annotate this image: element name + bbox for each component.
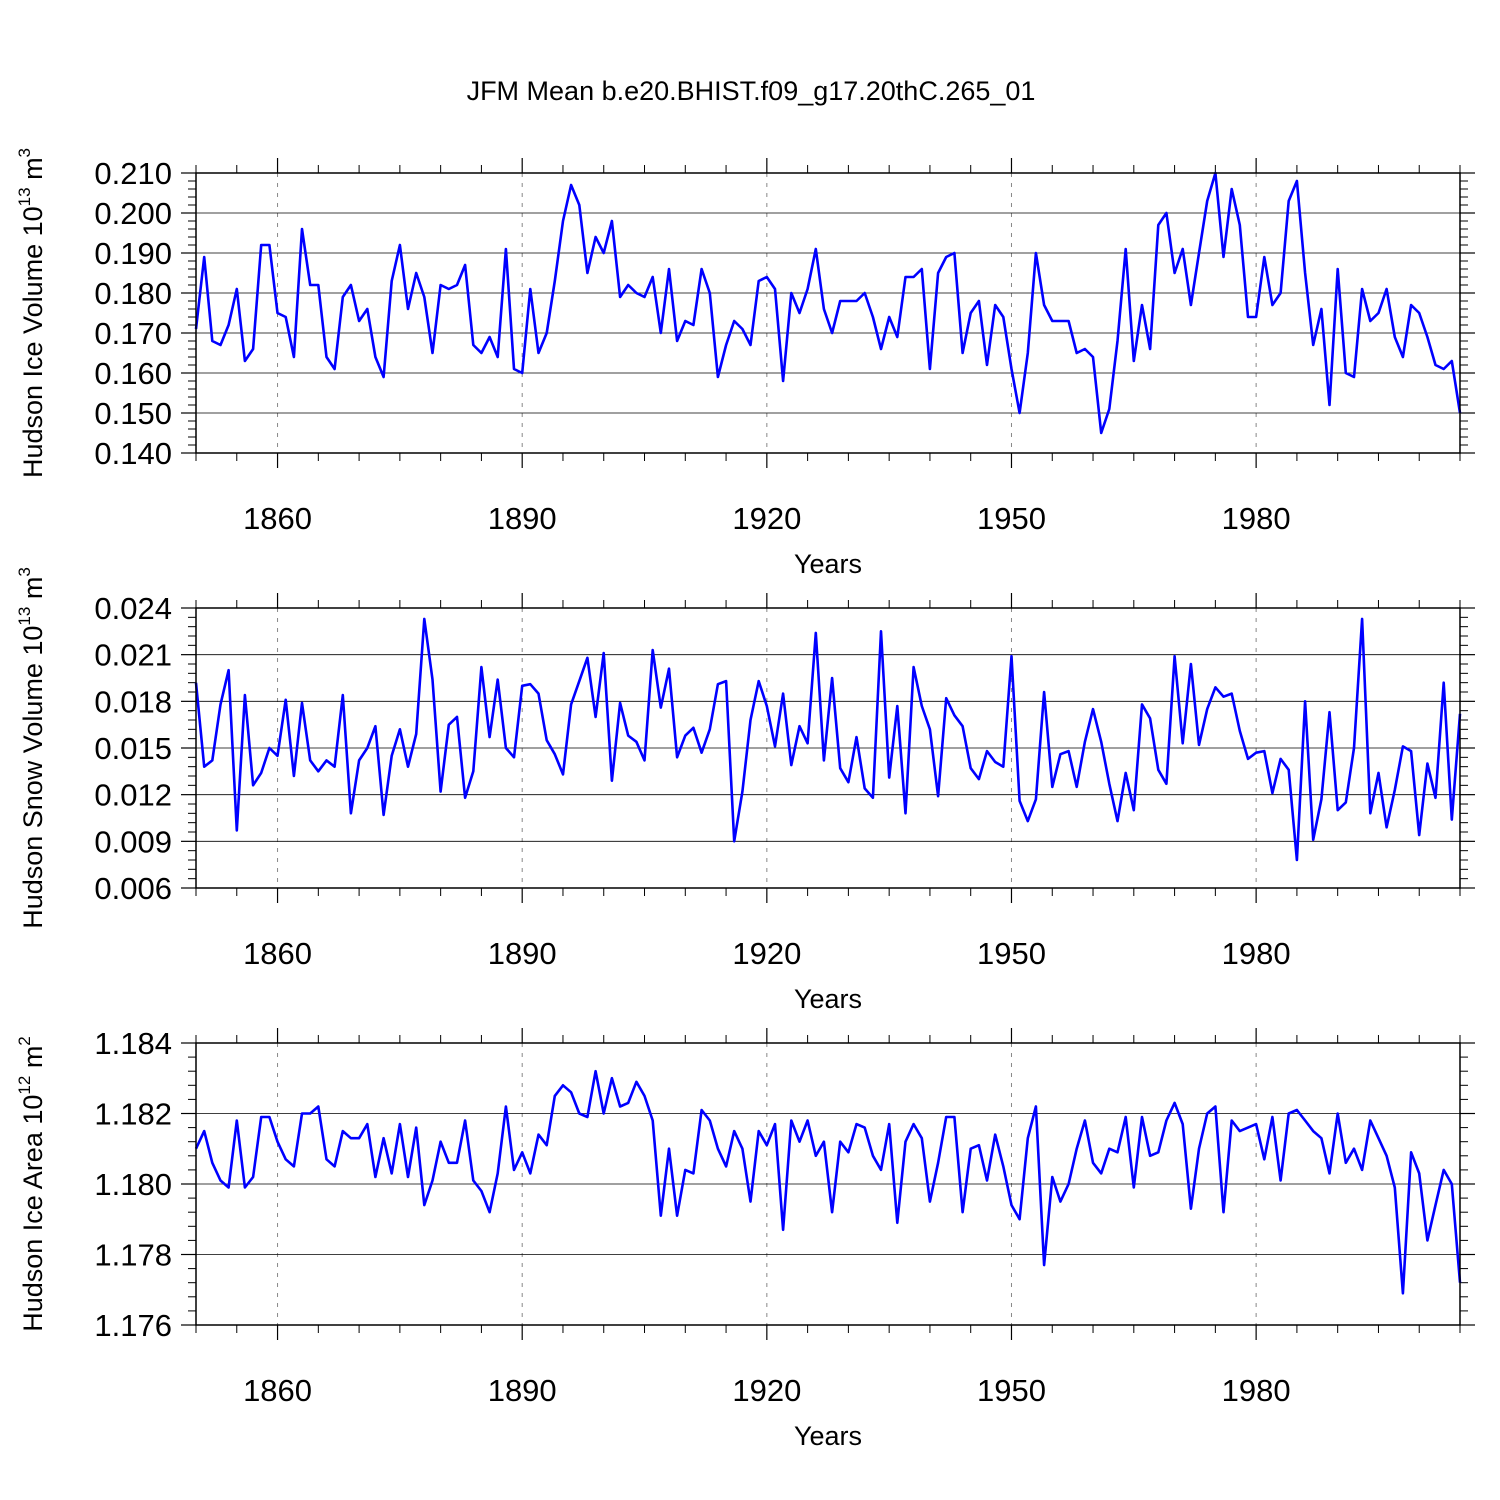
y-tick-label: 0.190 xyxy=(94,236,172,271)
y-tick-label: 0.140 xyxy=(94,436,172,471)
y-tick-label: 0.024 xyxy=(94,591,172,626)
y-axis-label-unit-exponent: 2 xyxy=(15,1036,34,1045)
data-series-line xyxy=(194,617,1462,862)
y-axis-label-text: Hudson Ice Area 10 xyxy=(18,1095,48,1332)
data-series-line xyxy=(194,171,1462,435)
data-series-line xyxy=(194,1069,1462,1295)
x-tick-label: 1890 xyxy=(488,501,557,536)
y-axis-label-unit-exponent: 3 xyxy=(15,567,34,576)
x-tick-label: 1860 xyxy=(243,936,312,971)
y-axis-label: Hudson Ice Area 1012 m2 xyxy=(15,1036,48,1332)
y-tick-label: 1.178 xyxy=(94,1238,172,1273)
y-tick-label: 1.176 xyxy=(94,1308,172,1343)
y-tick-label: 0.006 xyxy=(94,871,172,906)
y-axis-label-unit: m xyxy=(18,577,48,607)
y-axis-label-text: Hudson Ice Volume 10 xyxy=(18,206,48,478)
panel-ice-area: 1860 1890 1920 1950 1980 1.176 1.178 1.180 1.182… xyxy=(15,1026,1475,1451)
x-tick-label: 1920 xyxy=(732,936,801,971)
y-axis-label: Hudson Ice Volume 1013 m3 xyxy=(15,148,48,478)
x-tick-label: 1980 xyxy=(1222,1373,1291,1408)
x-tick-label: 1860 xyxy=(243,1373,312,1408)
y-axis-label-exponent: 13 xyxy=(15,607,34,626)
y-tick-label: 0.015 xyxy=(94,731,172,766)
x-tick-label: 1920 xyxy=(732,1373,801,1408)
y-tick-label: 0.150 xyxy=(94,396,172,431)
x-axis-label: Years xyxy=(794,984,862,1014)
y-tick-label: 0.210 xyxy=(94,156,172,191)
y-tick-label: 1.180 xyxy=(94,1167,172,1202)
x-tick-label: 1920 xyxy=(732,501,801,536)
plot-frame xyxy=(195,607,1461,889)
x-tick-label: 1890 xyxy=(488,1373,557,1408)
y-axis-label-unit: m xyxy=(18,1046,48,1076)
y-tick-label: 1.182 xyxy=(94,1097,172,1132)
y-tick-label: 0.180 xyxy=(94,276,172,311)
y-axis-label-text: Hudson Snow Volume 10 xyxy=(18,626,48,929)
y-axis-label-exponent: 12 xyxy=(15,1076,34,1095)
y-tick-label: 0.170 xyxy=(94,316,172,351)
y-tick-label: 1.184 xyxy=(94,1026,172,1061)
y-tick-label: 0.009 xyxy=(94,824,172,859)
x-tick-label: 1950 xyxy=(977,501,1046,536)
y-tick-label: 0.012 xyxy=(94,778,172,813)
panel-snow-volume: 1860 1890 1920 1950 1980 0.006 0.009 0.012 0.015… xyxy=(15,567,1475,1014)
plot-frame xyxy=(195,1042,1461,1326)
figure-title: JFM Mean b.e20.BHIST.f09_g17.20thC.265_0… xyxy=(467,76,1036,106)
y-tick-label: 0.018 xyxy=(94,684,172,719)
x-tick-label: 1950 xyxy=(977,936,1046,971)
x-tick-label: 1950 xyxy=(977,1373,1046,1408)
y-tick-label: 0.160 xyxy=(94,356,172,391)
x-tick-label: 1980 xyxy=(1222,936,1291,971)
y-axis-label-unit-exponent: 3 xyxy=(15,148,34,157)
y-axis-label-unit: m xyxy=(18,157,48,187)
x-axis-label: Years xyxy=(794,549,862,579)
panel-ice-volume: 1860 1890 1920 1950 1980 0.140 0.150 0.160 0.170… xyxy=(15,148,1475,579)
x-tick-label: 1980 xyxy=(1222,501,1291,536)
y-tick-label: 0.200 xyxy=(94,196,172,231)
y-tick-label: 0.021 xyxy=(94,638,172,673)
x-tick-label: 1860 xyxy=(243,501,312,536)
y-axis-label-exponent: 13 xyxy=(15,187,34,206)
x-tick-label: 1890 xyxy=(488,936,557,971)
x-axis-label: Years xyxy=(794,1421,862,1451)
plot-frame xyxy=(195,172,1461,454)
y-axis-label: Hudson Snow Volume 1013 m3 xyxy=(15,567,48,929)
